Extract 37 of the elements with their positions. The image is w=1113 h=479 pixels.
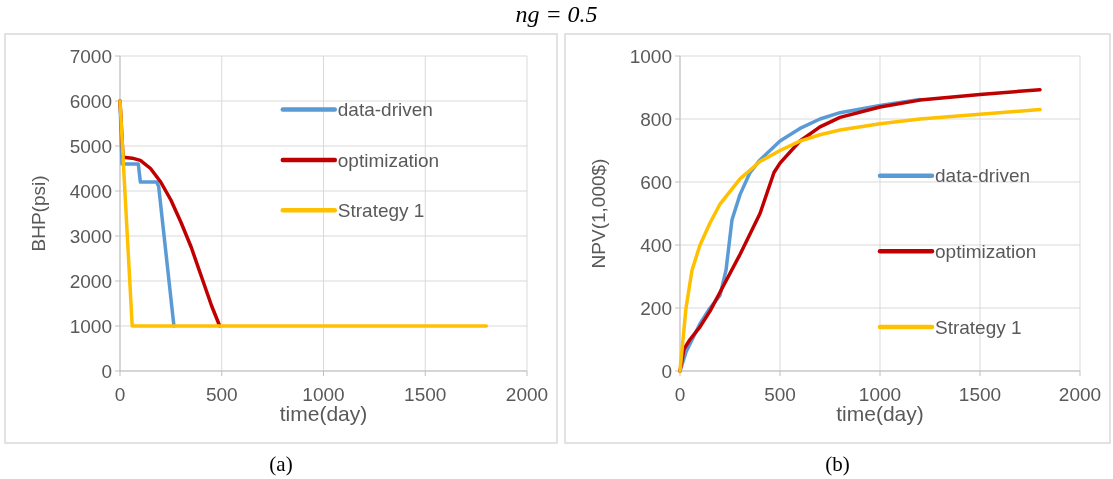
legend-label: data-driven [935,165,1031,187]
y-tick-label: 1000 [629,45,672,67]
y-tick-label: 4000 [69,180,112,202]
x-tick-label: 500 [764,384,796,405]
x-axis-title: time(day) [836,402,924,425]
legend-label: Strategy 1 [337,200,425,221]
y-tick-label: 5000 [69,135,112,157]
y-tick-label: 0 [101,360,112,382]
y-tick-label: 6000 [69,90,112,112]
legend-label: optimization [337,149,440,171]
y-tick-label: 600 [640,171,672,193]
chart-title: ng = 0.5 [515,1,598,27]
y-tick-label: 2000 [69,270,112,292]
x-axis-title: time(day) [279,402,368,425]
x-tick-label: 0 [674,384,686,405]
x-tick-label: 1000 [858,384,902,405]
legend-label: data-driven [337,99,433,121]
legend-label: optimization [935,240,1037,262]
legend-label: Strategy 1 [935,316,1022,338]
text: (b) [825,452,850,476]
x-tick-label: 2000 [1058,384,1102,405]
x-tick-label: 1000 [302,384,345,405]
x-tick-label: 1500 [404,384,447,405]
y-axis-title: NPV(1,000$) [588,158,609,269]
x-tick-label: 500 [205,384,238,405]
y-tick-label: 3000 [69,225,112,247]
y-tick-label: 7000 [69,45,112,67]
x-tick-label: 0 [114,384,126,405]
y-tick-label: 800 [640,108,672,130]
text: (a) [269,452,293,476]
x-tick-label: 2000 [505,384,549,405]
x-tick-label: 1500 [958,384,1002,405]
y-tick-label: 200 [640,297,672,319]
y-tick-label: 1000 [69,315,112,337]
y-tick-label: 0 [661,360,672,382]
y-tick-label: 400 [640,234,672,256]
y-axis-title: BHP(psi) [28,175,49,252]
